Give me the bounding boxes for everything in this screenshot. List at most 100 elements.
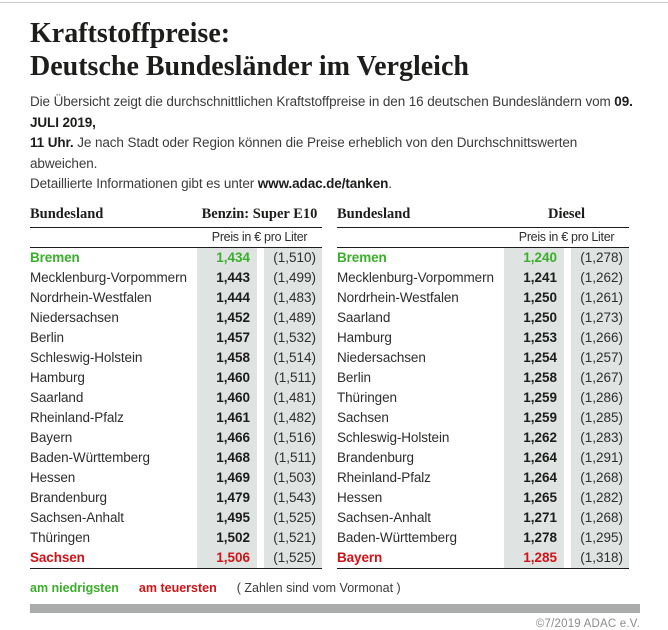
table-row: Sachsen-Anhalt 1,495 (1,525) xyxy=(30,507,322,528)
column-header-bundesland: Bundesland xyxy=(30,205,104,222)
column-header-diesel: Diesel xyxy=(547,205,586,222)
table-row: Hessen 1,265 (1,282) xyxy=(337,487,629,508)
previous-month-price: (1,285) xyxy=(571,407,629,428)
table-row: Brandenburg 1,479 (1,543) xyxy=(30,487,322,508)
previous-month-price: (1,262) xyxy=(571,267,629,288)
current-price: 1,468 xyxy=(197,447,257,468)
bundesland-name: Sachsen-Anhalt xyxy=(30,510,124,525)
table-row: Hessen 1,469 (1,503) xyxy=(30,467,322,488)
current-price: 1,460 xyxy=(197,387,257,408)
previous-month-price: (1,521) xyxy=(264,527,322,548)
benzin-table-header: Bundesland Benzin: Super E10 xyxy=(30,205,322,228)
current-price: 1,444 xyxy=(197,287,257,308)
column-header-bundesland: Bundesland xyxy=(337,205,411,222)
current-price: 1,264 xyxy=(504,447,564,468)
current-price: 1,259 xyxy=(504,387,564,408)
previous-month-price: (1,267) xyxy=(571,367,629,388)
bundesland-name: Rheinland-Pfalz xyxy=(337,470,431,485)
table-row: Nordrhein-Westfalen 1,250 (1,261) xyxy=(337,287,629,308)
benzin-table: Bundesland Benzin: Super E10 Preis in € … xyxy=(30,205,322,569)
previous-month-price: (1,525) xyxy=(264,547,322,568)
current-price: 1,443 xyxy=(197,267,257,288)
unit-label: Preis in € pro Liter xyxy=(211,230,308,244)
table-row: Brandenburg 1,264 (1,291) xyxy=(337,447,629,468)
previous-month-price: (1,266) xyxy=(571,327,629,348)
table-row: Thüringen 1,502 (1,521) xyxy=(30,527,322,548)
benzin-table-rows: Bremen 1,434 (1,510) Mecklenburg-Vorpomm… xyxy=(30,247,322,569)
current-price: 1,264 xyxy=(504,467,564,488)
previous-month-price: (1,291) xyxy=(571,447,629,468)
current-price: 1,469 xyxy=(197,467,257,488)
table-row: Bayern 1,285 (1,318) xyxy=(337,547,629,568)
previous-month-price: (1,282) xyxy=(571,487,629,508)
current-price: 1,461 xyxy=(197,407,257,428)
page-title: Kraftstoffpreise: Deutsche Bundesländer i… xyxy=(30,17,640,83)
previous-month-price: (1,318) xyxy=(571,547,629,568)
current-price: 1,479 xyxy=(197,487,257,508)
bundesland-name: Mecklenburg-Vorpommern xyxy=(30,270,187,285)
bundesland-name: Nordrhein-Westfalen xyxy=(337,290,459,305)
table-row: Niedersachsen 1,452 (1,489) xyxy=(30,307,322,328)
bundesland-name: Sachsen-Anhalt xyxy=(337,510,431,525)
bundesland-name: Bayern xyxy=(30,430,73,445)
bundesland-name: Baden-Württemberg xyxy=(30,450,150,465)
previous-month-price: (1,268) xyxy=(571,507,629,528)
previous-month-price: (1,483) xyxy=(264,287,322,308)
previous-month-price: (1,510) xyxy=(264,247,322,268)
previous-month-price: (1,516) xyxy=(264,427,322,448)
bundesland-name: Hamburg xyxy=(337,330,392,345)
table-row: Bremen 1,240 (1,278) xyxy=(337,247,629,268)
current-price: 1,265 xyxy=(504,487,564,508)
bundesland-name: Thüringen xyxy=(337,390,397,405)
table-row: Rheinland-Pfalz 1,264 (1,268) xyxy=(337,467,629,488)
bundesland-name: Brandenburg xyxy=(337,450,414,465)
legend-highest: am teuersten xyxy=(138,580,217,595)
previous-month-price: (1,261) xyxy=(571,287,629,308)
intro-text: Die Übersicht zeigt die durchschnittlich… xyxy=(30,92,640,195)
bundesland-name: Bremen xyxy=(30,250,80,265)
previous-month-price: (1,273) xyxy=(571,307,629,328)
table-row: Berlin 1,258 (1,267) xyxy=(337,367,629,388)
bundesland-name: Hessen xyxy=(30,470,76,485)
table-row: Saarland 1,460 (1,481) xyxy=(30,387,322,408)
diesel-table-rows: Bremen 1,240 (1,278) Mecklenburg-Vorpomm… xyxy=(337,247,629,569)
top-divider xyxy=(0,2,668,3)
bundesland-name: Schleswig-Holstein xyxy=(337,430,450,445)
previous-month-price: (1,532) xyxy=(264,327,322,348)
current-price: 1,278 xyxy=(504,527,564,548)
bundesland-name: Sachsen xyxy=(337,410,389,425)
benzin-table-subheader: Preis in € pro Liter xyxy=(30,228,322,248)
bundesland-name: Bremen xyxy=(337,250,387,265)
table-row: Schleswig-Holstein 1,262 (1,283) xyxy=(337,427,629,448)
table-row: Thüringen 1,259 (1,286) xyxy=(337,387,629,408)
bundesland-name: Berlin xyxy=(30,330,64,345)
previous-month-price: (1,295) xyxy=(571,527,629,548)
table-row: Mecklenburg-Vorpommern 1,241 (1,262) xyxy=(337,267,629,288)
current-price: 1,254 xyxy=(504,347,564,368)
table-row: Hamburg 1,460 (1,511) xyxy=(30,367,322,388)
current-price: 1,285 xyxy=(504,547,564,568)
previous-month-price: (1,543) xyxy=(264,487,322,508)
column-header-benzin: Benzin: Super E10 xyxy=(201,205,318,222)
current-price: 1,458 xyxy=(197,347,257,368)
bundesland-name: Nordrhein-Westfalen xyxy=(30,290,152,305)
previous-month-price: (1,511) xyxy=(264,367,322,388)
table-row: Baden-Württemberg 1,278 (1,295) xyxy=(337,527,629,548)
price-tables: Bundesland Benzin: Super E10 Preis in € … xyxy=(30,205,640,569)
bundesland-name: Schleswig-Holstein xyxy=(30,350,143,365)
current-price: 1,250 xyxy=(504,307,564,328)
previous-month-price: (1,514) xyxy=(264,347,322,368)
current-price: 1,452 xyxy=(197,307,257,328)
diesel-table-subheader: Preis in € pro Liter xyxy=(337,228,629,248)
table-row: Nordrhein-Westfalen 1,444 (1,483) xyxy=(30,287,322,308)
table-row: Rheinland-Pfalz 1,461 (1,482) xyxy=(30,407,322,428)
previous-month-price: (1,525) xyxy=(264,507,322,528)
table-row: Baden-Württemberg 1,468 (1,511) xyxy=(30,447,322,468)
bundesland-name: Berlin xyxy=(337,370,371,385)
table-row: Saarland 1,250 (1,273) xyxy=(337,307,629,328)
current-price: 1,241 xyxy=(504,267,564,288)
current-price: 1,258 xyxy=(504,367,564,388)
current-price: 1,457 xyxy=(197,327,257,348)
intro-line-3: Detaillierte Informationen gibt es unter… xyxy=(30,176,392,191)
previous-month-price: (1,268) xyxy=(571,467,629,488)
